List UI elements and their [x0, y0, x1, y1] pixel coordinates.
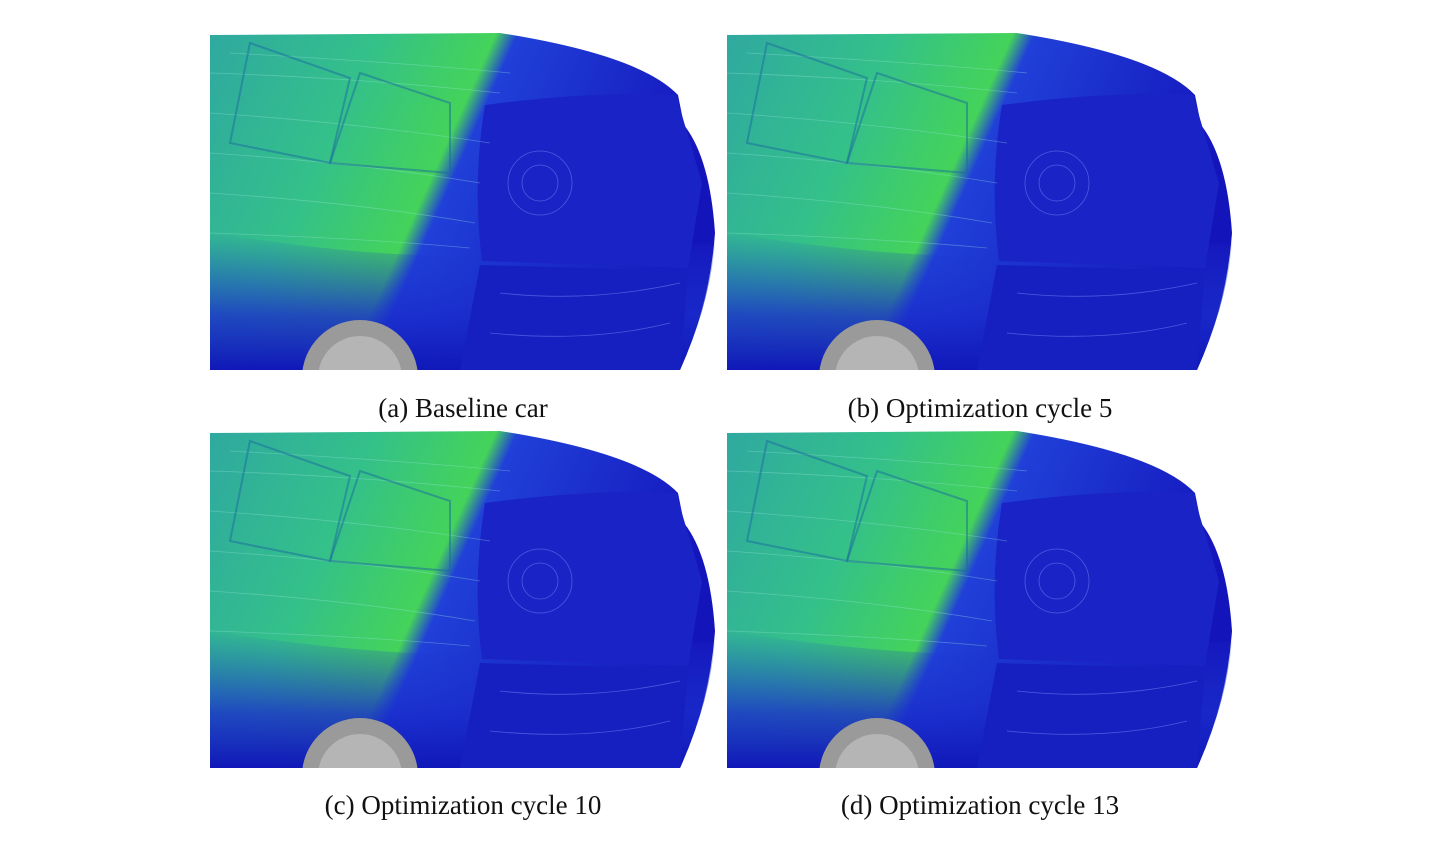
- flow-visualization: [210, 33, 715, 436]
- caption: (a) Baseline car: [378, 393, 547, 423]
- caption: (b) Optimization cycle 5: [848, 393, 1113, 423]
- caption: (d) Optimization cycle 13: [841, 790, 1119, 820]
- flow-visualization: [727, 33, 1232, 436]
- caption: (c) Optimization cycle 10: [325, 790, 602, 820]
- flow-visualization: [210, 431, 715, 834]
- flow-visualization: [727, 431, 1232, 834]
